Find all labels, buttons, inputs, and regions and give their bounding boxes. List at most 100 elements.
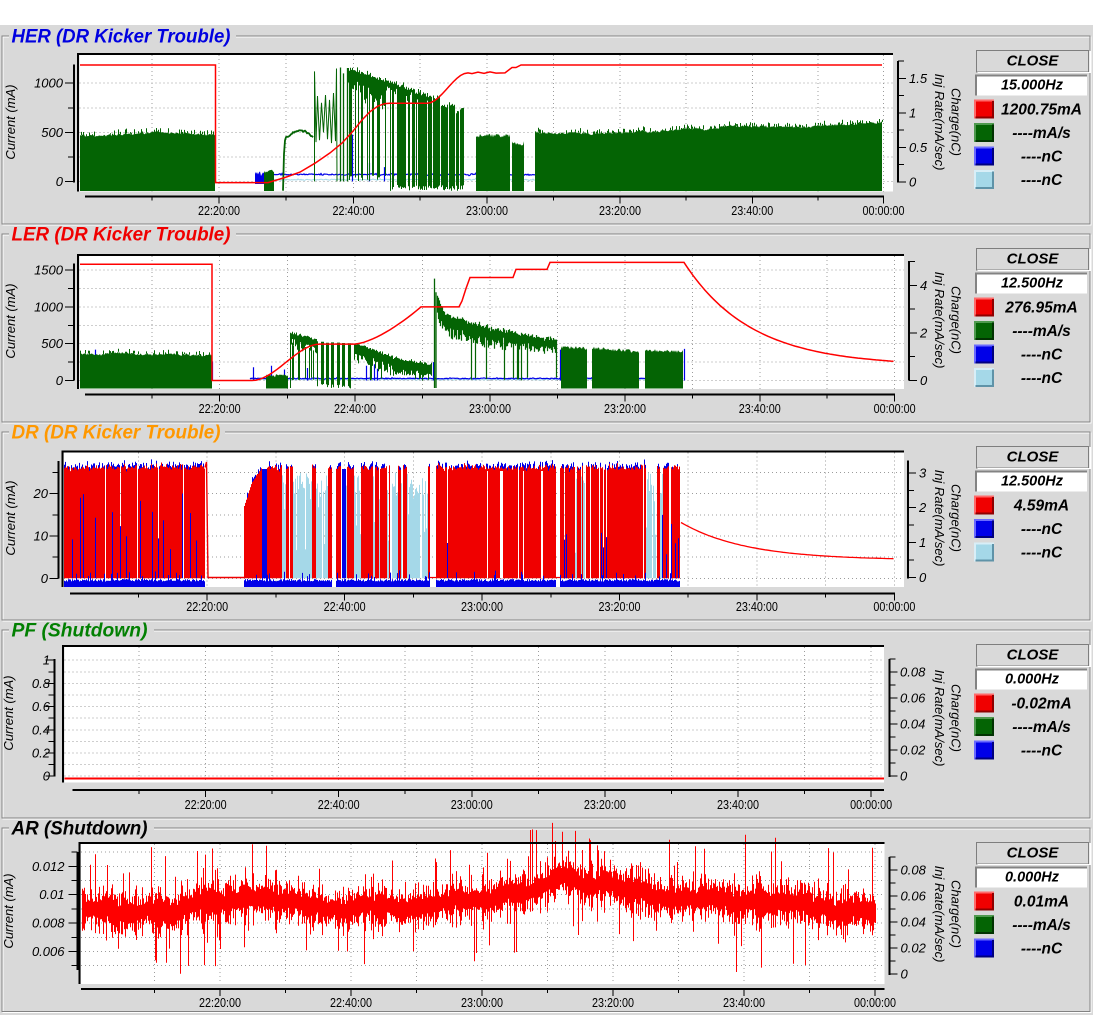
svg-text:----nC: ----nC: [1021, 172, 1063, 189]
svg-text:00:00:00: 00:00:00: [854, 996, 896, 1010]
svg-text:0.06: 0.06: [901, 889, 927, 904]
svg-text:1000: 1000: [34, 76, 64, 91]
svg-text:Current (mA): Current (mA): [1, 675, 16, 750]
svg-text:0.08: 0.08: [901, 863, 927, 878]
svg-text:10: 10: [34, 529, 49, 544]
svg-text:0.02: 0.02: [901, 941, 927, 956]
svg-text:CLOSE: CLOSE: [1007, 53, 1060, 70]
svg-text:1.5: 1.5: [909, 71, 928, 86]
svg-text:0.01mA: 0.01mA: [1014, 894, 1069, 911]
svg-text:0.08: 0.08: [900, 665, 926, 680]
svg-text:0: 0: [43, 769, 51, 784]
svg-text:0.000Hz: 0.000Hz: [1005, 672, 1060, 688]
svg-text:----mA/s: ----mA/s: [1012, 917, 1071, 934]
svg-text:----nC: ----nC: [1021, 521, 1063, 538]
svg-text:0.006: 0.006: [32, 944, 65, 959]
svg-text:4: 4: [920, 278, 927, 293]
svg-text:1200.75mA: 1200.75mA: [1001, 102, 1082, 119]
svg-text:0: 0: [56, 373, 64, 388]
svg-text:1: 1: [909, 105, 916, 120]
svg-text:00:00:00: 00:00:00: [873, 600, 915, 614]
svg-text:HER (DR Kicker Trouble): HER (DR Kicker Trouble): [12, 27, 231, 48]
svg-text:22:20:00: 22:20:00: [185, 798, 227, 812]
svg-text:22:40:00: 22:40:00: [324, 600, 366, 614]
svg-text:Current (mA): Current (mA): [3, 480, 18, 555]
svg-text:AR (Shutdown): AR (Shutdown): [11, 819, 148, 840]
svg-text:1000: 1000: [34, 299, 64, 314]
svg-text:00:00:00: 00:00:00: [863, 204, 905, 218]
svg-text:Inj Rate(mA/sec): Inj Rate(mA/sec): [932, 670, 947, 767]
svg-text:22:40:00: 22:40:00: [318, 798, 360, 812]
svg-text:23:20:00: 23:20:00: [604, 402, 646, 416]
svg-text:23:00:00: 23:00:00: [451, 798, 493, 812]
svg-text:23:20:00: 23:20:00: [584, 798, 626, 812]
svg-text:22:40:00: 22:40:00: [330, 996, 372, 1010]
svg-text:0.012: 0.012: [32, 859, 65, 874]
svg-text:-0.02mA: -0.02mA: [1011, 696, 1071, 713]
svg-text:12.500Hz: 12.500Hz: [1001, 276, 1064, 292]
svg-text:0.8: 0.8: [32, 676, 51, 691]
svg-text:0.2: 0.2: [32, 746, 51, 761]
svg-text:0.4: 0.4: [32, 722, 50, 737]
svg-text:00:00:00: 00:00:00: [874, 402, 916, 416]
svg-text:CLOSE: CLOSE: [1007, 449, 1060, 466]
svg-text:00:00:00: 00:00:00: [850, 798, 892, 812]
svg-text:22:40:00: 22:40:00: [333, 204, 375, 218]
svg-text:Charge(nC): Charge(nC): [949, 880, 964, 948]
svg-text:15.000Hz: 15.000Hz: [1001, 78, 1064, 94]
svg-text:2: 2: [919, 325, 928, 340]
svg-text:----nC: ----nC: [1021, 149, 1063, 166]
svg-text:----nC: ----nC: [1021, 743, 1063, 760]
svg-text:1: 1: [919, 535, 926, 550]
svg-text:----nC: ----nC: [1021, 941, 1063, 958]
svg-text:Inj Rate(mA/sec): Inj Rate(mA/sec): [932, 74, 947, 171]
svg-text:22:20:00: 22:20:00: [198, 204, 240, 218]
svg-text:23:00:00: 23:00:00: [461, 600, 503, 614]
svg-text:23:20:00: 23:20:00: [599, 204, 641, 218]
svg-text:3: 3: [919, 465, 927, 480]
svg-text:Current (mA): Current (mA): [1, 873, 16, 948]
svg-text:0: 0: [56, 174, 64, 189]
svg-text:Current (mA): Current (mA): [3, 283, 18, 358]
svg-text:Inj Rate(mA/sec): Inj Rate(mA/sec): [932, 470, 947, 567]
svg-text:Charge(nC): Charge(nC): [949, 286, 964, 354]
svg-text:0: 0: [909, 174, 917, 189]
svg-text:CLOSE: CLOSE: [1007, 251, 1060, 268]
svg-text:23:00:00: 23:00:00: [469, 402, 511, 416]
svg-text:----nC: ----nC: [1021, 370, 1063, 387]
svg-text:22:40:00: 22:40:00: [334, 402, 376, 416]
svg-text:1500: 1500: [34, 263, 64, 278]
svg-text:23:40:00: 23:40:00: [723, 996, 765, 1010]
svg-text:0.5: 0.5: [909, 140, 928, 155]
svg-text:12.500Hz: 12.500Hz: [1001, 474, 1064, 490]
svg-text:500: 500: [41, 125, 63, 140]
svg-text:23:40:00: 23:40:00: [736, 600, 778, 614]
svg-text:----mA/s: ----mA/s: [1012, 125, 1071, 142]
svg-text:22:20:00: 22:20:00: [199, 996, 241, 1010]
svg-text:23:00:00: 23:00:00: [461, 996, 503, 1010]
svg-text:Inj Rate(mA/sec): Inj Rate(mA/sec): [932, 866, 947, 963]
svg-text:4.59mA: 4.59mA: [1013, 498, 1069, 515]
svg-text:Charge(nC): Charge(nC): [949, 684, 964, 752]
svg-text:23:20:00: 23:20:00: [592, 996, 634, 1010]
svg-text:Charge(nC): Charge(nC): [949, 88, 964, 156]
svg-text:0.02: 0.02: [900, 743, 926, 758]
svg-text:0.01: 0.01: [39, 887, 64, 902]
svg-text:DR (DR Kicker Trouble): DR (DR Kicker Trouble): [12, 423, 221, 444]
svg-text:0.06: 0.06: [900, 691, 926, 706]
svg-text:Current (mA): Current (mA): [3, 84, 18, 159]
svg-text:CLOSE: CLOSE: [1007, 845, 1060, 862]
svg-text:0: 0: [41, 571, 49, 586]
svg-text:20: 20: [33, 486, 49, 501]
svg-text:500: 500: [41, 336, 63, 351]
svg-text:22:20:00: 22:20:00: [186, 600, 228, 614]
svg-text:LER (DR Kicker Trouble): LER (DR Kicker Trouble): [12, 225, 231, 246]
svg-text:Inj Rate(mA/sec): Inj Rate(mA/sec): [932, 272, 947, 369]
svg-text:0: 0: [900, 769, 908, 784]
svg-text:----mA/s: ----mA/s: [1012, 719, 1071, 736]
svg-text:23:40:00: 23:40:00: [717, 798, 759, 812]
svg-text:276.95mA: 276.95mA: [1004, 300, 1077, 317]
svg-text:0: 0: [919, 570, 927, 585]
svg-text:----nC: ----nC: [1021, 347, 1063, 364]
svg-text:0: 0: [901, 967, 909, 982]
